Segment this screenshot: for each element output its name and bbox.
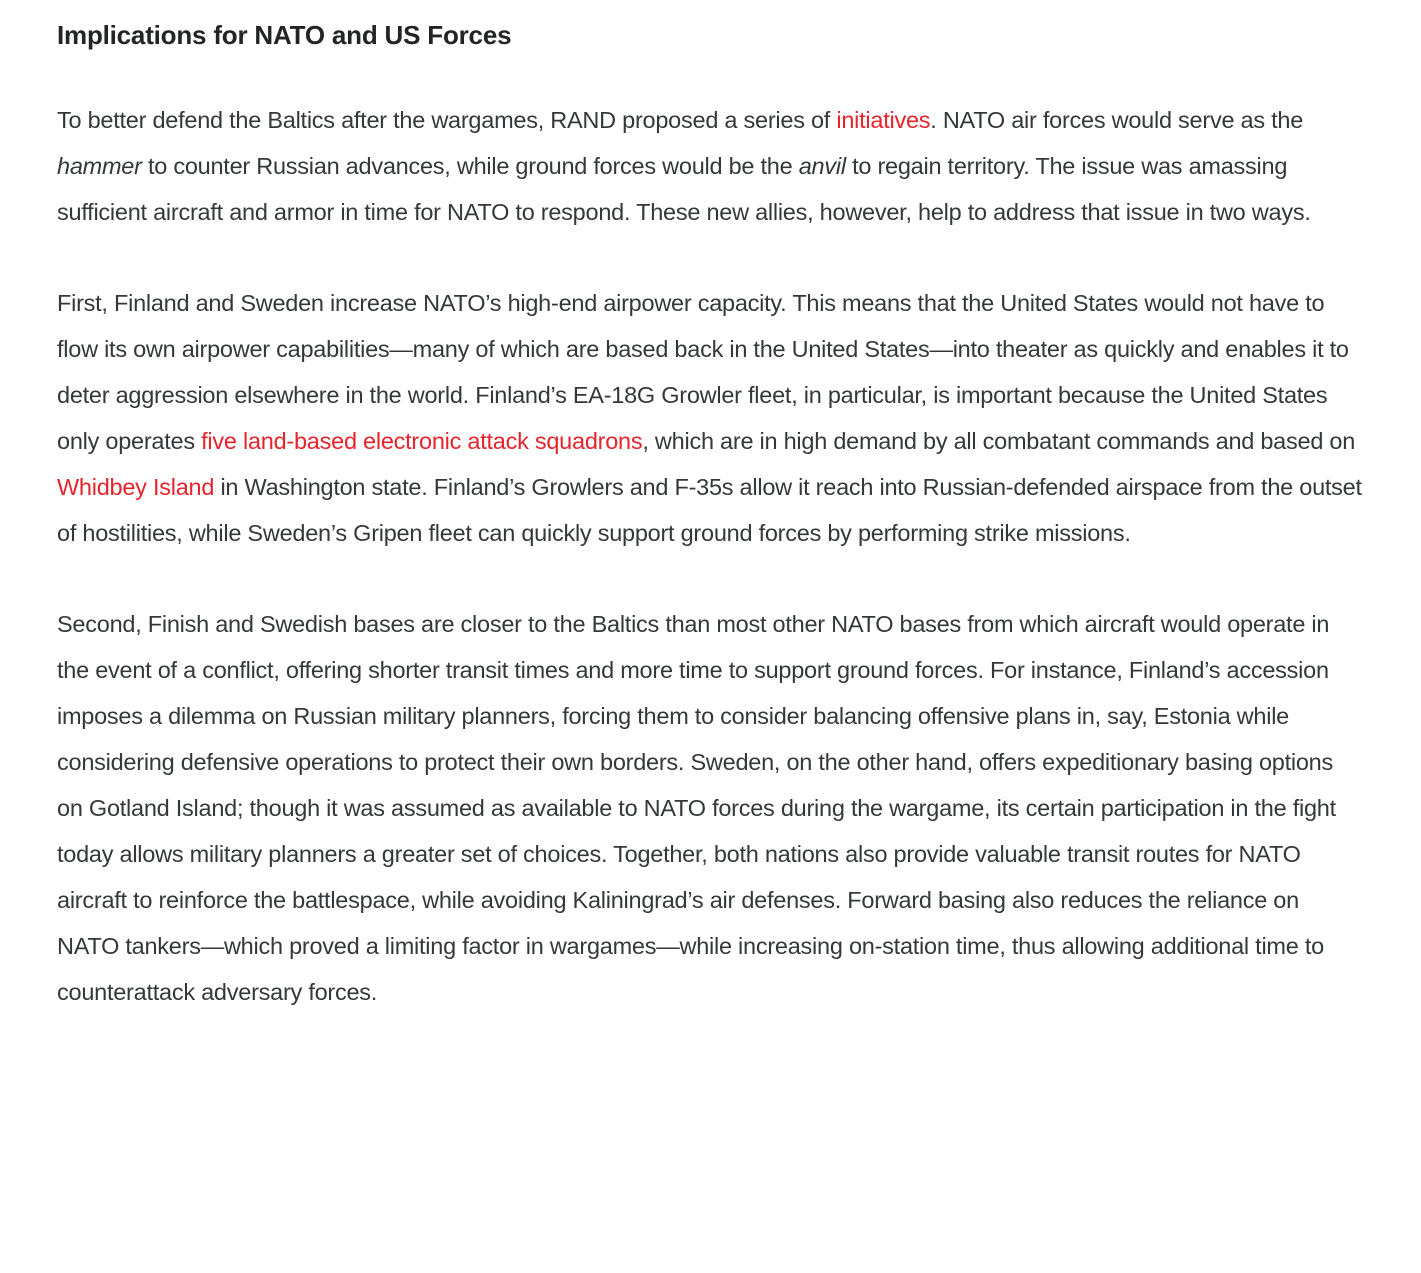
text-run: , which are in high demand by all combat… bbox=[642, 428, 1356, 454]
inline-link[interactable]: five land-based electronic attack squadr… bbox=[201, 428, 643, 454]
inline-link[interactable]: initiatives bbox=[836, 107, 931, 133]
text-run: to regain territory. The issue was amass… bbox=[57, 153, 1311, 225]
inline-link[interactable]: Whidbey Island bbox=[57, 474, 215, 500]
text-run: Second, Finish and Swedish bases are clo… bbox=[57, 611, 1336, 1005]
text-run: To better defend the Baltics after the w… bbox=[57, 107, 837, 133]
italic-text: anvil bbox=[798, 153, 846, 179]
article-heading: Implications for NATO and US Forces bbox=[57, 20, 512, 50]
text-run: . NATO air forces would serve as the bbox=[930, 107, 1304, 133]
text-run: in Washington state. Finland’s Growlers … bbox=[57, 474, 1362, 546]
paragraph-intro: To better defend the Baltics after the w… bbox=[57, 97, 1363, 235]
paragraph-first-point: First, Finland and Sweden increase NATO’… bbox=[57, 280, 1363, 556]
text-run: to counter Russian advances, while groun… bbox=[141, 153, 799, 179]
italic-text: hammer bbox=[57, 153, 142, 179]
article-body: Implications for NATO and US Forces To b… bbox=[57, 20, 1363, 1015]
paragraph-second-point: Second, Finish and Swedish bases are clo… bbox=[57, 601, 1363, 1015]
text-run: First, Finland and Sweden increase NATO’… bbox=[57, 290, 1349, 454]
